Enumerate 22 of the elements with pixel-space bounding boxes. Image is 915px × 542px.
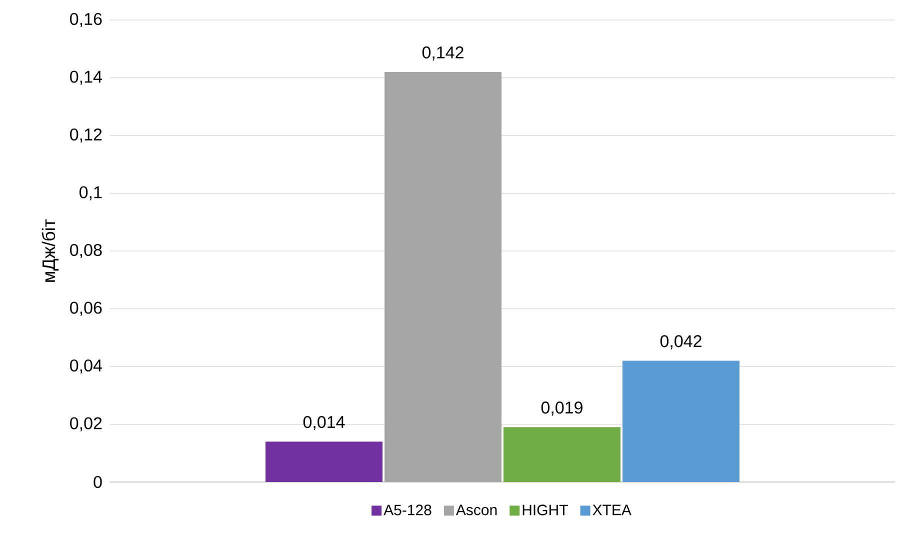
y-tick-label: 0,1 (79, 186, 102, 200)
data-label: 0,042 (660, 335, 702, 350)
legend-label: Ascon (456, 504, 497, 516)
y-tick-label: 0,12 (70, 128, 102, 143)
data-label: 0,019 (541, 402, 582, 416)
y-tick-label: 0,06 (70, 302, 102, 316)
y-tick-label: 0,04 (70, 359, 102, 374)
y-tick-label: 0,14 (70, 70, 102, 85)
legend-label: HIGHT (522, 504, 568, 516)
data-label: 0,142 (422, 46, 464, 60)
data-label: 0,014 (303, 416, 345, 430)
y-tick-label: 0,02 (70, 417, 102, 432)
legend-label: XTEA (592, 504, 632, 516)
bar (504, 427, 621, 482)
bar (384, 72, 502, 482)
bar (622, 360, 740, 482)
y-tick-label: 0 (94, 476, 102, 488)
y-tick-label: 0,16 (70, 12, 102, 28)
bar (266, 442, 383, 482)
y-tick-label: 0,08 (70, 244, 102, 258)
y-axis-title: мДж/біт (42, 219, 59, 282)
legend-label: A5-128 (384, 504, 432, 516)
